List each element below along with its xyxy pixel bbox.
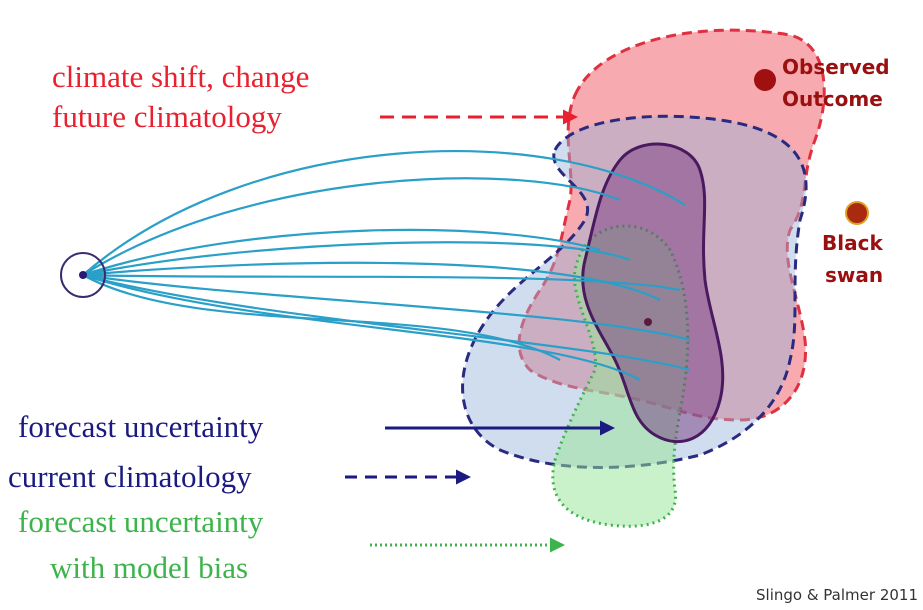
trajectories bbox=[82, 150, 691, 381]
credit: Slingo & Palmer 2011 bbox=[756, 586, 918, 604]
label: Black swan bbox=[822, 231, 890, 287]
observed-dot bbox=[754, 69, 776, 91]
initial-point bbox=[79, 271, 87, 279]
black-swan-dot bbox=[845, 201, 869, 225]
initial-state bbox=[60, 252, 106, 298]
label: climate shift, change future climatology bbox=[52, 59, 317, 134]
label: Observed Outcome bbox=[782, 55, 897, 111]
label-line: Outcome bbox=[782, 87, 883, 111]
label: current climatology bbox=[8, 459, 252, 494]
label: forecast uncertainty with model bias bbox=[18, 504, 271, 585]
forecast-region bbox=[581, 142, 725, 444]
label-line: Black bbox=[822, 231, 883, 255]
label-line: forecast uncertainty bbox=[18, 504, 264, 539]
label-line: with model bias bbox=[50, 550, 248, 585]
label-line: Observed bbox=[782, 55, 890, 79]
label-line: climate shift, change bbox=[52, 59, 309, 94]
label: forecast uncertainty bbox=[18, 409, 264, 444]
label-line: swan bbox=[825, 263, 883, 287]
forecast-mean bbox=[644, 318, 652, 326]
label-line: future climatology bbox=[52, 99, 282, 134]
